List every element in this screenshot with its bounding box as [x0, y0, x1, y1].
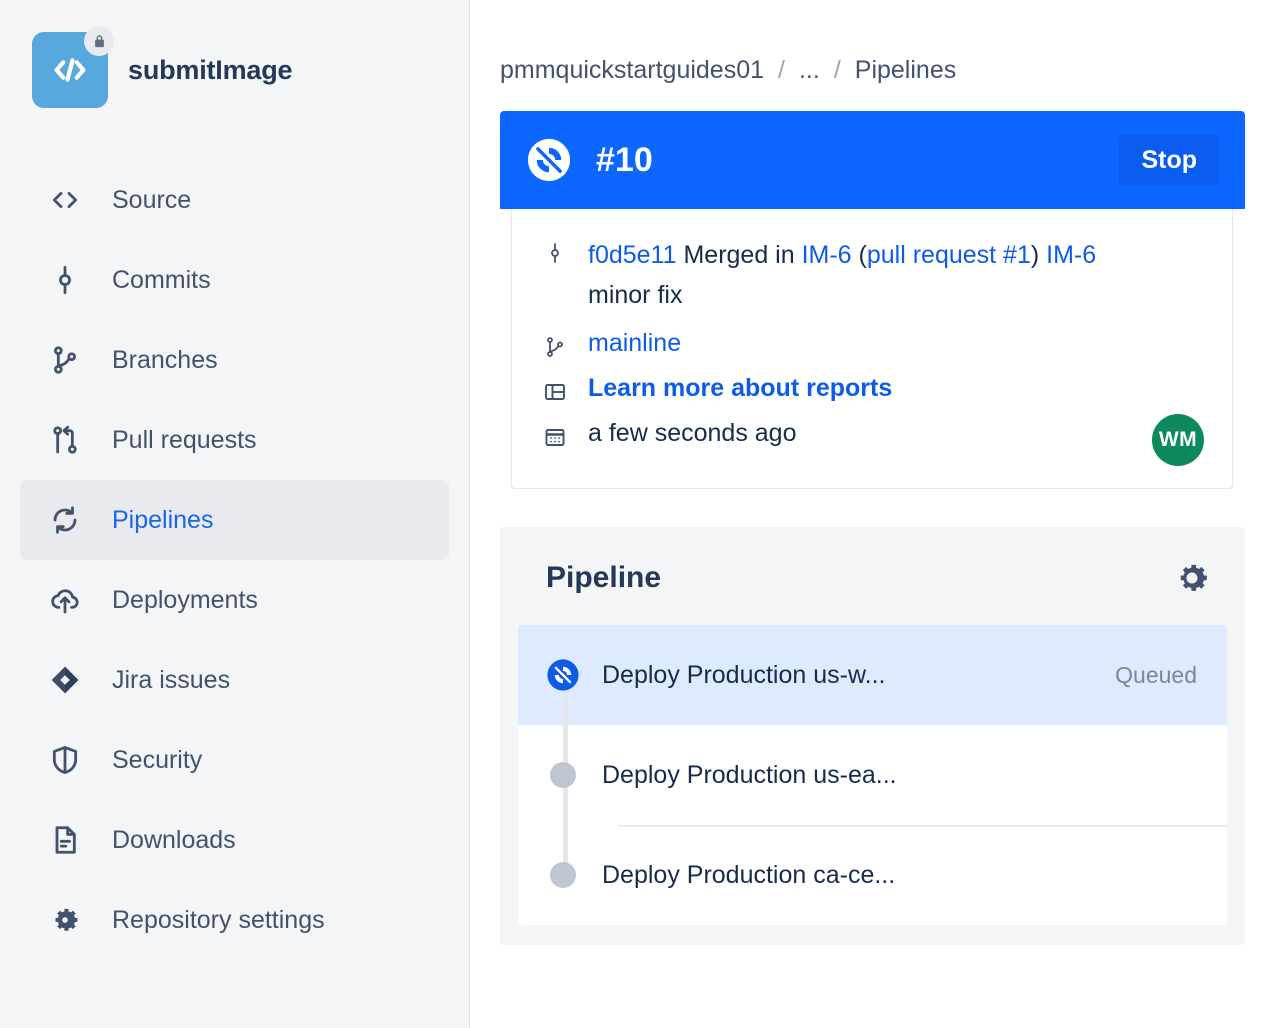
learn-more-reports-link[interactable]: Learn more about reports [588, 374, 893, 402]
document-icon [48, 823, 82, 857]
breadcrumb-item-pipelines[interactable]: Pipelines [854, 56, 957, 84]
lock-icon [84, 26, 114, 56]
sidebar-item-source[interactable]: Source [20, 160, 449, 240]
pipeline-run-header: #10 Stop [500, 111, 1245, 209]
breadcrumb-item-repo[interactable]: pmmquickstartguides01 [500, 56, 765, 84]
commit-info-card: f0d5e11 Merged in IM-6 (pull request #1)… [511, 209, 1233, 489]
avatar[interactable]: WM [1152, 414, 1204, 466]
step-label: Deploy Production ca-ce... [602, 860, 896, 889]
calendar-icon [542, 419, 568, 450]
commit-open-paren: ( [851, 241, 867, 269]
main-content: pmmquickstartguides01 / ... / Pipelines … [470, 0, 1264, 1028]
shield-icon [48, 743, 82, 777]
sidebar-item-label: Pipelines [112, 505, 214, 534]
branch-row: mainline [542, 329, 1202, 360]
sidebar-item-label: Downloads [112, 825, 236, 854]
sidebar-item-label: Pull requests [112, 425, 257, 454]
branch-icon [542, 329, 568, 360]
timestamp-row: a few seconds ago [542, 419, 1202, 450]
sidebar: submitImage Source Commits [0, 0, 470, 1028]
jira-diamond-icon [48, 663, 82, 697]
sidebar-item-pull-requests[interactable]: Pull requests [20, 400, 449, 480]
commit-icon [542, 235, 568, 266]
sidebar-item-branches[interactable]: Branches [20, 320, 449, 400]
gear-icon [48, 903, 82, 937]
pending-dot [550, 862, 576, 888]
pipeline-title: Pipeline [546, 561, 662, 594]
pipeline-panel: Pipeline [500, 527, 1245, 945]
report-panel-icon [542, 374, 568, 405]
in-progress-icon [526, 137, 572, 183]
branch-name-link[interactable]: mainline [588, 329, 682, 357]
pull-request-icon [48, 423, 82, 457]
sidebar-item-label: Branches [112, 345, 218, 374]
sidebar-item-jira-issues[interactable]: Jira issues [20, 640, 449, 720]
breadcrumb-separator: / [833, 56, 841, 84]
sidebar-item-label: Security [112, 745, 203, 774]
breadcrumb-item-ellipsis[interactable]: ... [798, 56, 820, 84]
sidebar-item-label: Deployments [112, 585, 258, 614]
sidebar-item-label: Repository settings [112, 905, 325, 934]
branch-icon [48, 343, 82, 377]
reports-row: Learn more about reports [542, 374, 1202, 405]
cloud-upload-icon [48, 583, 82, 617]
sidebar-nav: Source Commits Branches [0, 160, 469, 960]
sidebar-item-downloads[interactable]: Downloads [20, 800, 449, 880]
breadcrumb-separator: / [778, 56, 785, 84]
code-brackets-icon [48, 183, 82, 217]
commit-issue-link[interactable]: IM-6 [1046, 241, 1097, 269]
commit-hash-link[interactable]: f0d5e11 [588, 241, 677, 269]
commit-timestamp: a few seconds ago [588, 419, 797, 447]
pipeline-steps-list: Deploy Production us-w... Queued Deploy … [518, 625, 1227, 925]
commit-summary: f0d5e11 Merged in IM-6 (pull request #1)… [588, 235, 1096, 315]
commit-icon [48, 263, 82, 297]
step-status-pending-icon [546, 762, 580, 788]
step-status-pending-icon [546, 862, 580, 888]
gear-icon[interactable] [1173, 559, 1211, 597]
sidebar-item-repository-settings[interactable]: Repository settings [20, 880, 449, 960]
pull-request-link[interactable]: pull request #1 [866, 241, 1031, 269]
step-label: Deploy Production us-w... [602, 660, 886, 689]
sidebar-item-label: Source [112, 185, 192, 214]
breadcrumb: pmmquickstartguides01 / ... / Pipelines [500, 56, 1244, 85]
repo-header[interactable]: submitImage [0, 0, 469, 108]
run-number: #10 [596, 140, 653, 179]
pipeline-step-2[interactable]: Deploy Production us-ea... [518, 725, 1227, 825]
step-divider [618, 825, 1227, 827]
sidebar-item-label: Commits [112, 265, 211, 294]
step-label: Deploy Production us-ea... [602, 760, 897, 789]
sidebar-item-security[interactable]: Security [20, 720, 449, 800]
sidebar-item-deployments[interactable]: Deployments [20, 560, 449, 640]
pipeline-step-1[interactable]: Deploy Production us-w... Queued [518, 625, 1227, 725]
pipeline-step-3[interactable]: Deploy Production ca-ce... [518, 825, 1227, 925]
sidebar-item-pipelines[interactable]: Pipelines [20, 480, 449, 560]
sidebar-item-commits[interactable]: Commits [20, 240, 449, 320]
repo-avatar [32, 26, 114, 108]
stop-button[interactable]: Stop [1119, 134, 1219, 186]
repo-name: submitImage [128, 54, 293, 85]
commit-message: minor fix [588, 281, 683, 309]
step-status-text: Queued [1115, 661, 1197, 688]
commit-merged-text: Merged in [676, 241, 802, 269]
commit-close-paren: ) [1030, 241, 1047, 269]
commit-branch-link[interactable]: IM-6 [801, 241, 852, 269]
pipeline-refresh-icon [48, 503, 82, 537]
sidebar-item-label: Jira issues [112, 665, 231, 694]
pipeline-header: Pipeline [518, 549, 1227, 625]
step-status-in-progress-icon [546, 658, 580, 692]
pending-dot [550, 762, 576, 788]
commit-row: f0d5e11 Merged in IM-6 (pull request #1)… [542, 235, 1202, 315]
